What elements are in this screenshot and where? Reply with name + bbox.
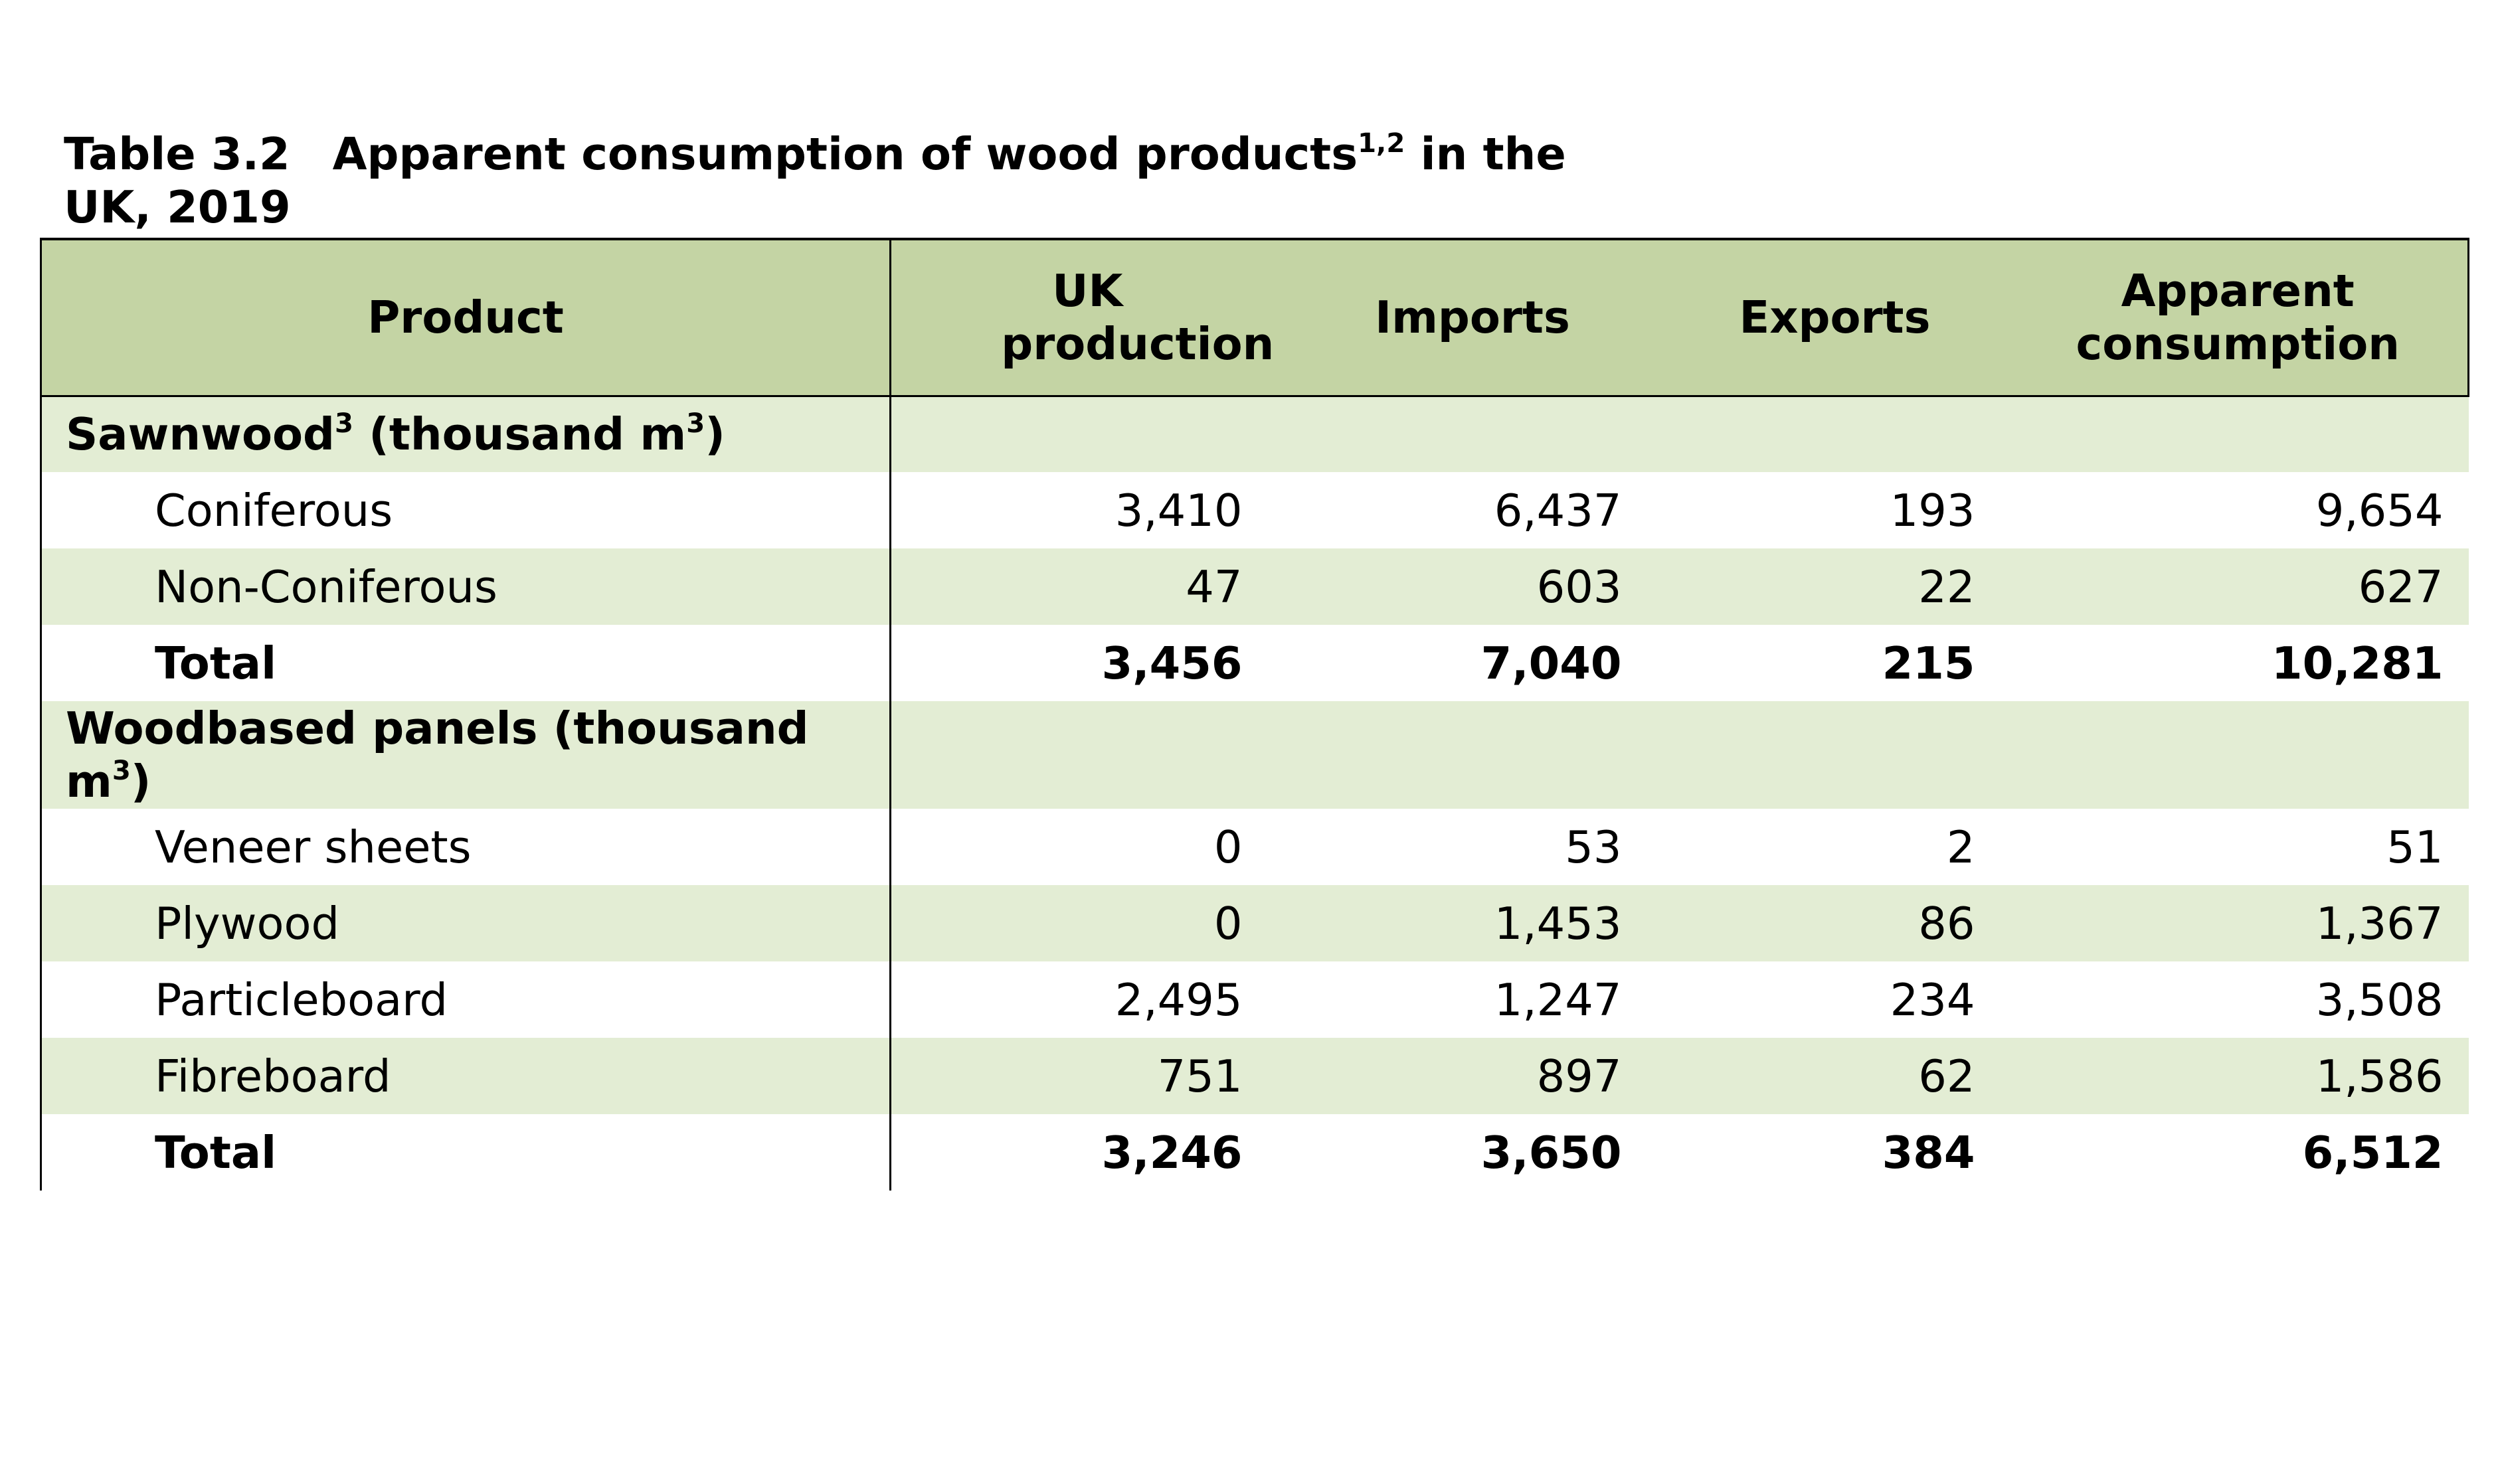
cell-apparent-consumption: 10,281 — [2271, 637, 2444, 689]
cell-imports: 6,437 — [1494, 484, 1622, 536]
row-label: Coniferous — [40, 472, 891, 548]
col-header-product: Product — [40, 238, 891, 397]
table-row: Plywood 0 1,453 86 1,367 — [40, 885, 2469, 961]
cell-exports: 86 — [1918, 897, 1975, 949]
table-title-suffix: in the UK, 2019 — [64, 128, 1566, 233]
cell-apparent-consumption: 51 — [2386, 821, 2444, 873]
cell-exports: 22 — [1918, 560, 1975, 613]
col-header-apparent-consumption-text: Apparent consumption — [2076, 265, 2400, 371]
cell-exports: 62 — [1918, 1050, 1975, 1102]
cell-apparent-consumption: 3,508 — [2315, 973, 2444, 1026]
cell-imports: 7,040 — [1480, 637, 1622, 689]
cell-imports: 603 — [1536, 560, 1622, 613]
table-row: Coniferous 3,410 6,437 193 9,654 — [40, 472, 2469, 548]
cell-uk-production: 3,246 — [1101, 1126, 1243, 1179]
footnote-ref: 3 — [334, 408, 353, 440]
table-number: Table 3.2 — [64, 128, 290, 180]
cell-uk-production: 2,495 — [1115, 973, 1243, 1026]
col-header-imports: Imports — [1283, 238, 1662, 397]
table-row: Veneer sheets 0 53 2 51 — [40, 809, 2469, 885]
cell-uk-production: 751 — [1157, 1050, 1243, 1102]
row-label: Total — [40, 1114, 891, 1191]
section-label: Woodbased panels (thousand m3) — [40, 701, 891, 809]
cell-imports: 53 — [1565, 821, 1622, 873]
row-label: Total — [40, 625, 891, 701]
row-label: Particleboard — [40, 961, 891, 1038]
cell-uk-production: 3,410 — [1115, 484, 1243, 536]
footnote-ref: 1,2 — [1358, 127, 1405, 159]
col-header-apparent-consumption: Apparent consumption — [2008, 238, 2469, 397]
cell-exports: 384 — [1882, 1126, 1975, 1179]
row-label: Fibreboard — [40, 1038, 891, 1114]
cell-apparent-consumption: 1,586 — [2315, 1050, 2444, 1102]
header-row: Product UK production Imports Exports Ap… — [40, 238, 2469, 397]
cell-apparent-consumption: 627 — [2358, 560, 2444, 613]
col-header-uk-production-text: UK production — [1001, 265, 1275, 371]
cell-uk-production: 47 — [1186, 560, 1243, 613]
cell-apparent-consumption: 1,367 — [2315, 897, 2444, 949]
cell-apparent-consumption: 6,512 — [2302, 1126, 2444, 1179]
cell-imports: 1,247 — [1494, 973, 1622, 1026]
cell-apparent-consumption: 9,654 — [2315, 484, 2444, 536]
cell-uk-production: 0 — [1213, 897, 1243, 949]
cell-exports: 2 — [1946, 821, 1975, 873]
cell-uk-production: 3,456 — [1101, 637, 1243, 689]
total-row: Total 3,246 3,650 384 6,512 — [40, 1114, 2469, 1191]
section-label-text: Sawnwood — [66, 408, 335, 461]
section-unit-close: ) — [705, 408, 725, 461]
cell-imports: 3,650 — [1480, 1126, 1622, 1179]
cell-imports: 1,453 — [1494, 897, 1622, 949]
section-label: Sawnwood3 (thousand m3) — [40, 396, 891, 472]
section-unit-close: ) — [130, 756, 151, 807]
col-header-uk-production: UK production — [890, 238, 1284, 397]
total-row: Total 3,456 7,040 215 10,281 — [40, 625, 2469, 701]
col-header-exports: Exports — [1661, 238, 2008, 397]
cell-exports: 215 — [1882, 637, 1975, 689]
section-row-sawnwood: Sawnwood3 (thousand m3) — [40, 396, 2469, 472]
section-unit: (thousand m — [353, 408, 687, 461]
table-title: Table 3.2 Apparent consumption of wood pr… — [64, 127, 1658, 234]
row-label: Veneer sheets — [40, 809, 891, 885]
row-label: Plywood — [40, 885, 891, 961]
cell-exports: 193 — [1890, 484, 1975, 536]
section-row-panels: Woodbased panels (thousand m3) — [40, 701, 2469, 809]
unit-exponent: 3 — [112, 755, 131, 786]
table-title-text: Apparent consumption of wood products — [332, 128, 1358, 180]
cell-exports: 234 — [1890, 973, 1975, 1026]
table-row: Particleboard 2,495 1,247 234 3,508 — [40, 961, 2469, 1038]
consumption-table: Product UK production Imports Exports Ap… — [40, 238, 2469, 1191]
row-label: Non-Coniferous — [40, 548, 891, 625]
table-row: Non-Coniferous 47 603 22 627 — [40, 548, 2469, 625]
cell-uk-production: 0 — [1213, 821, 1243, 873]
cell-imports: 897 — [1536, 1050, 1622, 1102]
table-row: Fibreboard 751 897 62 1,586 — [40, 1038, 2469, 1114]
section-label-text: Woodbased panels (thousand m — [66, 702, 809, 807]
unit-exponent: 3 — [686, 408, 705, 440]
